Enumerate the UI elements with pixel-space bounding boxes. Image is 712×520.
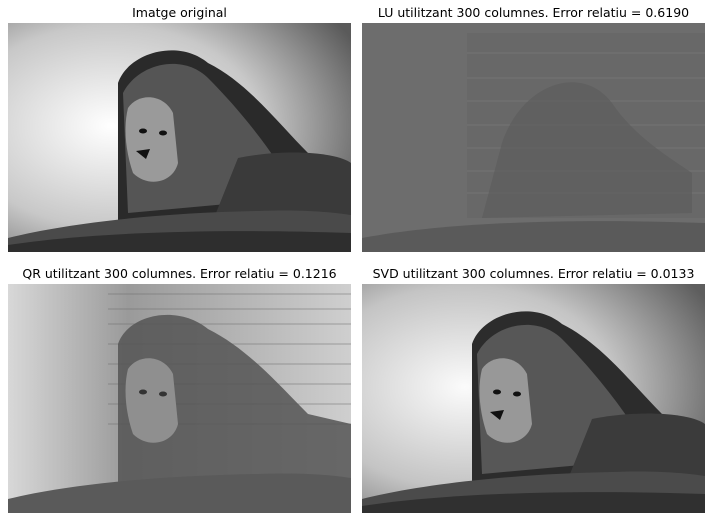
panel-title-qr: QR utilitzant 300 columnes. Error relati… [22,266,337,281]
panel-title-lu: LU utilitzant 300 columnes. Error relati… [377,5,690,20]
panel-title-original: Imatge original [132,5,227,20]
lion-image-qr [8,284,351,513]
lion-image-lu [362,23,705,252]
lion-image-original [8,23,351,252]
panel-title-svd: SVD utilitzant 300 columnes. Error relat… [372,266,695,281]
lion-image-svd [362,284,705,513]
